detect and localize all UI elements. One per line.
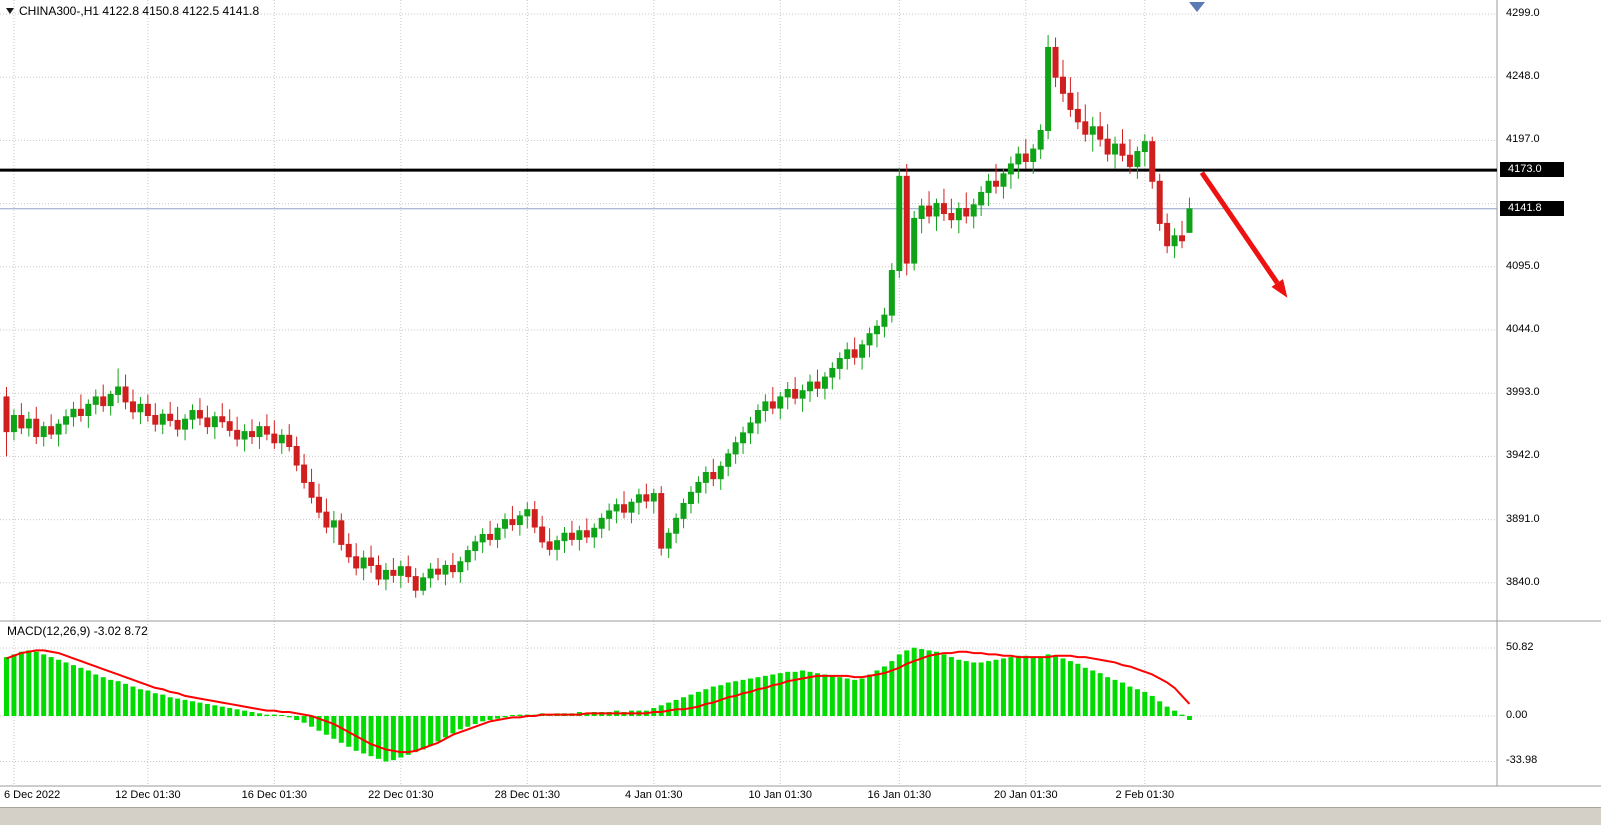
macd-signal-line: [6, 649, 1191, 754]
time-axis-label: 20 Jan 01:30: [993, 789, 1058, 801]
grid-lines: [0, 0, 1497, 786]
current-price-tag: 4141.8: [1500, 200, 1564, 216]
macd-axis-label: 50.82: [1506, 640, 1534, 653]
price-axis-label: 4044.0: [1506, 322, 1540, 335]
price-axis-label: 3942.0: [1506, 449, 1540, 462]
time-axis-label: 16 Dec 01:30: [241, 789, 308, 801]
price-axis-label: 3891.0: [1506, 512, 1540, 525]
macd-axis-label: -33.98: [1506, 754, 1538, 767]
chart-legend: CHINA300-,H1 4122.8 4150.8 4122.5 4141.8: [6, 4, 259, 18]
chart-shift-marker-icon: [1189, 2, 1205, 12]
window-bottom-strip: [0, 807, 1601, 825]
price-axis-label: 4299.0: [1506, 7, 1540, 19]
time-axis-label: 6 Dec 2022: [4, 789, 61, 801]
candlestick-series: [3, 35, 1193, 598]
symbol-triangle-icon: [6, 8, 14, 14]
time-axis-label: 2 Feb 01:30: [1115, 789, 1175, 801]
time-axis-label: 16 Jan 01:30: [867, 789, 932, 801]
time-axis-label: 4 Jan 01:30: [625, 789, 683, 801]
price-axis-label: 4095.0: [1506, 259, 1540, 272]
macd-axis-label: 0.00: [1506, 709, 1528, 721]
symbol-ohlc-label: CHINA300-,H1 4122.8 4150.8 4122.5 4141.8: [19, 4, 260, 18]
trend-arrow-annotation[interactable]: [1199, 171, 1288, 298]
time-axis-label: 12 Dec 01:30: [115, 789, 181, 801]
price-axis-label: 3840.0: [1506, 575, 1540, 588]
price-axis-label: 4197.0: [1506, 133, 1540, 146]
time-axis-label: 28 Dec 01:30: [494, 789, 561, 801]
time-axis[interactable]: 6 Dec 2022 12 Dec 01:30 16 Dec 01:30 22 Dec…: [0, 786, 1601, 806]
price-axis[interactable]: 4299.0 4248.0 4197.0 4095.0 4044.0 3993.0 3942…: [1497, 0, 1601, 786]
time-axis-label: 10 Jan 01:30: [748, 789, 813, 801]
macd-histogram: [4, 647, 1192, 762]
resistance-price-tag: 4173.0: [1500, 162, 1564, 178]
price-axis-label: 3993.0: [1506, 386, 1540, 399]
price-axis-label: 4248.0: [1506, 70, 1540, 83]
time-axis-label: 22 Dec 01:30: [368, 789, 434, 801]
macd-indicator-label: MACD(12,26,9) -3.02 8.72: [7, 624, 148, 638]
